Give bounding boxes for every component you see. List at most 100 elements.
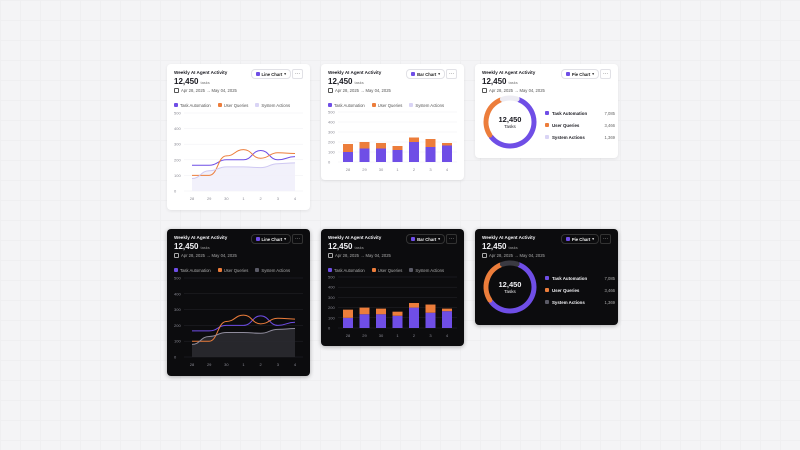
total-tasks: 12,450 tasks bbox=[482, 242, 518, 251]
bar-user-queries bbox=[442, 143, 452, 146]
chart-type-select[interactable]: Line Chart ▾ bbox=[250, 234, 291, 244]
x-tick-label: 3 bbox=[277, 196, 280, 201]
bar-user-queries bbox=[442, 308, 452, 312]
bar-user-queries bbox=[392, 146, 403, 150]
bar-user-queries bbox=[359, 142, 370, 149]
date-range[interactable]: Apr 28, 2025 → May 04, 2025 bbox=[174, 88, 303, 93]
total-tasks: 12,450 tasks bbox=[174, 77, 210, 86]
legend-user-queries[interactable]: User Queries bbox=[217, 268, 248, 273]
bar-chart: 0 100 200 300 400 500 28 29 30 1 2 3 4 bbox=[328, 110, 457, 172]
x-tick-label: 1 bbox=[396, 167, 399, 172]
line-system-actions bbox=[191, 162, 296, 180]
pie-legend-row[interactable]: Task Automation 7,085 bbox=[545, 272, 615, 284]
bar-chart-icon bbox=[411, 237, 416, 241]
x-tick-label: 30 bbox=[379, 167, 384, 172]
legend-task-automation[interactable]: Task Automation bbox=[174, 103, 211, 108]
legend-system-actions[interactable]: System Actions bbox=[255, 103, 290, 108]
x-tick-label: 29 bbox=[362, 333, 367, 338]
card-title: Weekly AI Agent Activity bbox=[328, 70, 382, 75]
bar-chart-card-light: Weekly AI Agent Activity 12,450 tasks Apr… bbox=[321, 64, 464, 180]
x-tick-label: 29 bbox=[207, 362, 212, 367]
pie-legend-row[interactable]: User Queries 3,466 bbox=[545, 284, 615, 296]
x-tick-label: 4 bbox=[294, 196, 297, 201]
calendar-icon bbox=[328, 253, 333, 258]
x-tick-label: 1 bbox=[396, 333, 399, 338]
y-tick-label: 500 bbox=[174, 111, 181, 116]
more-options-button[interactable]: ··· bbox=[446, 234, 457, 244]
line-chart-card-dark: Weekly AI Agent Activity 12,450 tasks Apr… bbox=[167, 229, 310, 376]
pie-chart-card-light: Weekly AI Agent Activity 12,450 tasks Apr… bbox=[475, 64, 618, 158]
legend-task-automation[interactable]: Task Automation bbox=[328, 268, 365, 273]
bar-task-automation bbox=[343, 152, 353, 162]
bar-task-automation bbox=[425, 147, 436, 162]
date-range[interactable]: Apr 28, 2025 → May 04, 2025 bbox=[174, 253, 303, 258]
chart-legend: Task Automation User Queries System Acti… bbox=[174, 266, 303, 274]
card-title: Weekly AI Agent Activity bbox=[174, 235, 228, 240]
pie-legend-row[interactable]: System Actions 1,369 bbox=[545, 296, 615, 308]
chart-type-select[interactable]: Bar Chart ▾ bbox=[406, 234, 445, 244]
x-tick-label: 28 bbox=[346, 333, 351, 338]
slice-system-actions bbox=[499, 95, 520, 102]
total-tasks: 12,450 tasks bbox=[328, 77, 364, 86]
legend-user-queries[interactable]: User Queries bbox=[371, 103, 402, 108]
chevron-down-icon: ▾ bbox=[284, 72, 286, 76]
date-range[interactable]: Apr 28, 2025 → May 04, 2025 bbox=[328, 253, 457, 258]
bar-user-queries bbox=[409, 137, 419, 142]
calendar-icon bbox=[328, 88, 333, 93]
y-tick-label: 400 bbox=[174, 126, 181, 131]
bar-task-automation bbox=[442, 145, 452, 162]
bar-user-queries bbox=[376, 308, 386, 315]
bar-user-queries bbox=[343, 309, 353, 318]
x-tick-label: 3 bbox=[277, 362, 280, 367]
pie-legend-row[interactable]: Task Automation 7,085 bbox=[545, 107, 615, 119]
slice-system-actions bbox=[499, 260, 520, 267]
more-options-button[interactable]: ··· bbox=[600, 234, 611, 244]
total-tasks: 12,450 tasks bbox=[174, 242, 210, 251]
area-system-actions bbox=[192, 328, 295, 357]
date-range[interactable]: Apr 28, 2025 → May 04, 2025 bbox=[328, 88, 457, 93]
legend-user-queries[interactable]: User Queries bbox=[371, 268, 402, 273]
legend-user-queries[interactable]: User Queries bbox=[217, 103, 248, 108]
chart-type-select[interactable]: Pie Chart ▾ bbox=[560, 234, 599, 244]
x-tick-label: 4 bbox=[294, 362, 297, 367]
bar-user-queries bbox=[392, 311, 403, 316]
bar-task-automation bbox=[392, 150, 403, 162]
date-range[interactable]: Apr 28, 2025 → May 04, 2025 bbox=[482, 253, 611, 258]
bar-task-automation bbox=[376, 314, 386, 328]
legend-system-actions[interactable]: System Actions bbox=[409, 268, 444, 273]
chart-type-select[interactable]: Line Chart ▾ bbox=[250, 69, 291, 79]
y-tick-label: 500 bbox=[328, 110, 335, 115]
x-tick-label: 30 bbox=[224, 196, 229, 201]
bar-task-automation bbox=[359, 148, 370, 162]
more-options-button[interactable]: ··· bbox=[446, 69, 457, 79]
chart-legend: Task Automation User Queries System Acti… bbox=[328, 266, 457, 274]
x-tick-label: 28 bbox=[346, 167, 351, 172]
pie-legend-row[interactable]: User Queries 3,466 bbox=[545, 119, 615, 131]
date-range[interactable]: Apr 28, 2025 → May 04, 2025 bbox=[482, 88, 611, 93]
bar-user-queries bbox=[425, 139, 436, 147]
y-tick-label: 400 bbox=[174, 291, 181, 296]
bar-task-automation bbox=[343, 317, 353, 328]
more-options-button[interactable]: ··· bbox=[292, 69, 303, 79]
more-options-button[interactable]: ··· bbox=[600, 69, 611, 79]
y-tick-label: 0 bbox=[328, 326, 331, 331]
line-system-actions bbox=[191, 328, 296, 345]
bar-task-automation bbox=[425, 312, 436, 328]
chart-type-select[interactable]: Bar Chart ▾ bbox=[406, 69, 445, 79]
x-tick-label: 29 bbox=[207, 196, 212, 201]
line-user-queries bbox=[192, 314, 296, 342]
more-options-button[interactable]: ··· bbox=[292, 234, 303, 244]
pie-legend-row[interactable]: System Actions 1,369 bbox=[545, 131, 615, 143]
y-tick-label: 100 bbox=[174, 173, 181, 178]
bar-chart: 0 100 200 300 400 500 28 29 30 1 2 3 4 bbox=[328, 275, 457, 338]
legend-system-actions[interactable]: System Actions bbox=[409, 103, 444, 108]
y-tick-label: 200 bbox=[328, 140, 335, 145]
legend-task-automation[interactable]: Task Automation bbox=[328, 103, 365, 108]
chart-legend: Task Automation User Queries System Acti… bbox=[174, 101, 303, 109]
chevron-down-icon: ▾ bbox=[592, 72, 594, 76]
chart-type-select[interactable]: Pie Chart ▾ bbox=[560, 69, 599, 79]
y-tick-label: 300 bbox=[328, 130, 335, 135]
legend-system-actions[interactable]: System Actions bbox=[255, 268, 290, 273]
legend-task-automation[interactable]: Task Automation bbox=[174, 268, 211, 273]
y-tick-label: 0 bbox=[328, 160, 331, 165]
